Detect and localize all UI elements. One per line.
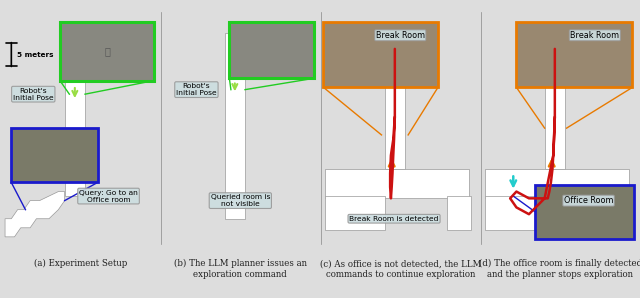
Text: (a) Experiment Setup: (a) Experiment Setup xyxy=(34,259,127,268)
Bar xyxy=(447,196,471,230)
Text: Queried room is
not visible: Queried room is not visible xyxy=(211,194,270,207)
Text: Query: Go to an
Office room: Query: Go to an Office room xyxy=(79,190,138,203)
Text: Robot's
Initial Pose: Robot's Initial Pose xyxy=(13,88,54,101)
Bar xyxy=(485,196,545,230)
Text: 5 meters: 5 meters xyxy=(17,52,53,58)
Text: Office Room: Office Room xyxy=(564,196,613,205)
Bar xyxy=(516,22,632,87)
Polygon shape xyxy=(5,192,65,237)
Bar xyxy=(607,196,631,230)
Bar xyxy=(325,169,469,198)
Bar xyxy=(545,42,565,169)
Text: Break Room: Break Room xyxy=(570,31,620,40)
Bar xyxy=(323,22,438,87)
Bar xyxy=(12,128,97,182)
Bar xyxy=(65,33,85,196)
Bar xyxy=(485,169,629,198)
Bar xyxy=(229,22,314,78)
Bar xyxy=(60,22,154,80)
Text: Robot's
Initial Pose: Robot's Initial Pose xyxy=(176,83,217,96)
Text: Break Room: Break Room xyxy=(376,31,425,40)
Bar xyxy=(325,196,385,230)
Bar xyxy=(385,42,405,169)
Text: (b) The LLM planner issues an
exploration command: (b) The LLM planner issues an exploratio… xyxy=(174,259,307,279)
Text: Break Room is detected: Break Room is detected xyxy=(349,216,439,222)
Text: (c) As office is not detected, the LLM
commands to continue exploration: (c) As office is not detected, the LLM c… xyxy=(319,259,481,279)
Bar xyxy=(225,33,245,219)
Text: (d) The office room is finally detected
and the planner stops exploration: (d) The office room is finally detected … xyxy=(479,259,640,279)
Text: ⬛: ⬛ xyxy=(104,46,110,56)
Bar xyxy=(535,185,634,239)
